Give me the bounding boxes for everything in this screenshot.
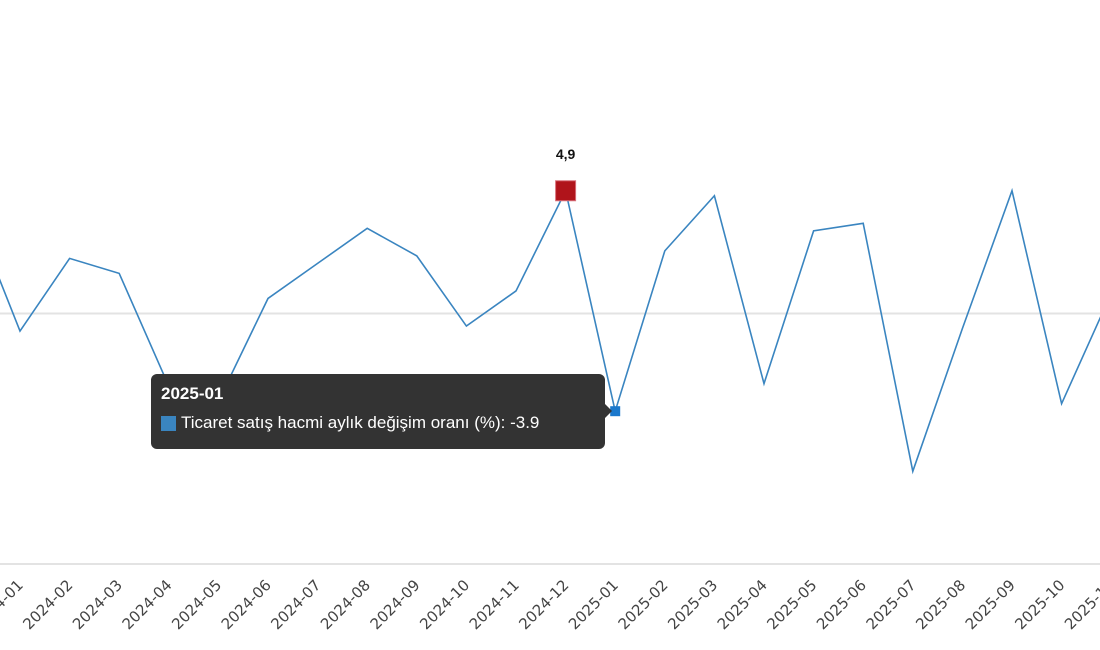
x-tick-label: 2025-04 (714, 576, 771, 633)
peak-marker[interactable] (555, 180, 577, 202)
tooltip-row: Ticaret satış hacmi aylık değişim oranı … (161, 413, 595, 433)
x-tick-label: 2025-03 (664, 576, 721, 633)
x-tick-label: 2025-01 (565, 576, 622, 633)
x-tick-label: 2025-08 (912, 576, 969, 633)
x-tick-label: 2024-04 (119, 576, 176, 633)
series-swatch-icon (161, 415, 176, 431)
x-tick-label: 2025-09 (962, 576, 1019, 633)
x-tick-label: 2025-11 (1061, 576, 1100, 633)
tooltip: 2025-01 Ticaret satış hacmi aylık değişi… (151, 374, 612, 449)
tooltip-value: -3.9 (510, 413, 540, 432)
x-tick-label: 2025-10 (1011, 576, 1068, 633)
x-tick-label: 2024-11 (466, 576, 523, 633)
x-tick-label: 2025-07 (863, 576, 920, 633)
x-axis-ticks: 2024-012024-022024-032024-042024-052024-… (0, 576, 1100, 633)
x-tick-label: 2024-10 (416, 576, 473, 633)
x-tick-label: 2025-02 (615, 576, 672, 633)
x-tick-label: 2025-05 (763, 576, 820, 633)
chart-marks: 4,9 (555, 146, 621, 417)
hovered-point-marker[interactable] (610, 406, 621, 417)
x-tick-label: 2024-06 (218, 576, 275, 633)
x-tick-label: 2024-12 (515, 576, 572, 633)
tooltip-series-label: Ticaret satış hacmi aylık değişim oranı … (181, 413, 501, 432)
peak-value-label: 4,9 (556, 146, 576, 162)
x-tick-label: 2024-08 (317, 576, 374, 633)
x-tick-label: 2024-05 (168, 576, 225, 633)
tooltip-separator: : (500, 413, 511, 432)
series-line (0, 187, 1100, 475)
x-tick-label: 2025-06 (813, 576, 870, 633)
tooltip-title: 2025-01 (161, 384, 224, 403)
x-tick-label: 2024-07 (267, 576, 324, 633)
x-tick-label: 2024-09 (367, 576, 424, 633)
x-tick-label: 2024-02 (19, 576, 76, 633)
x-tick-label: 2024-03 (69, 576, 126, 633)
